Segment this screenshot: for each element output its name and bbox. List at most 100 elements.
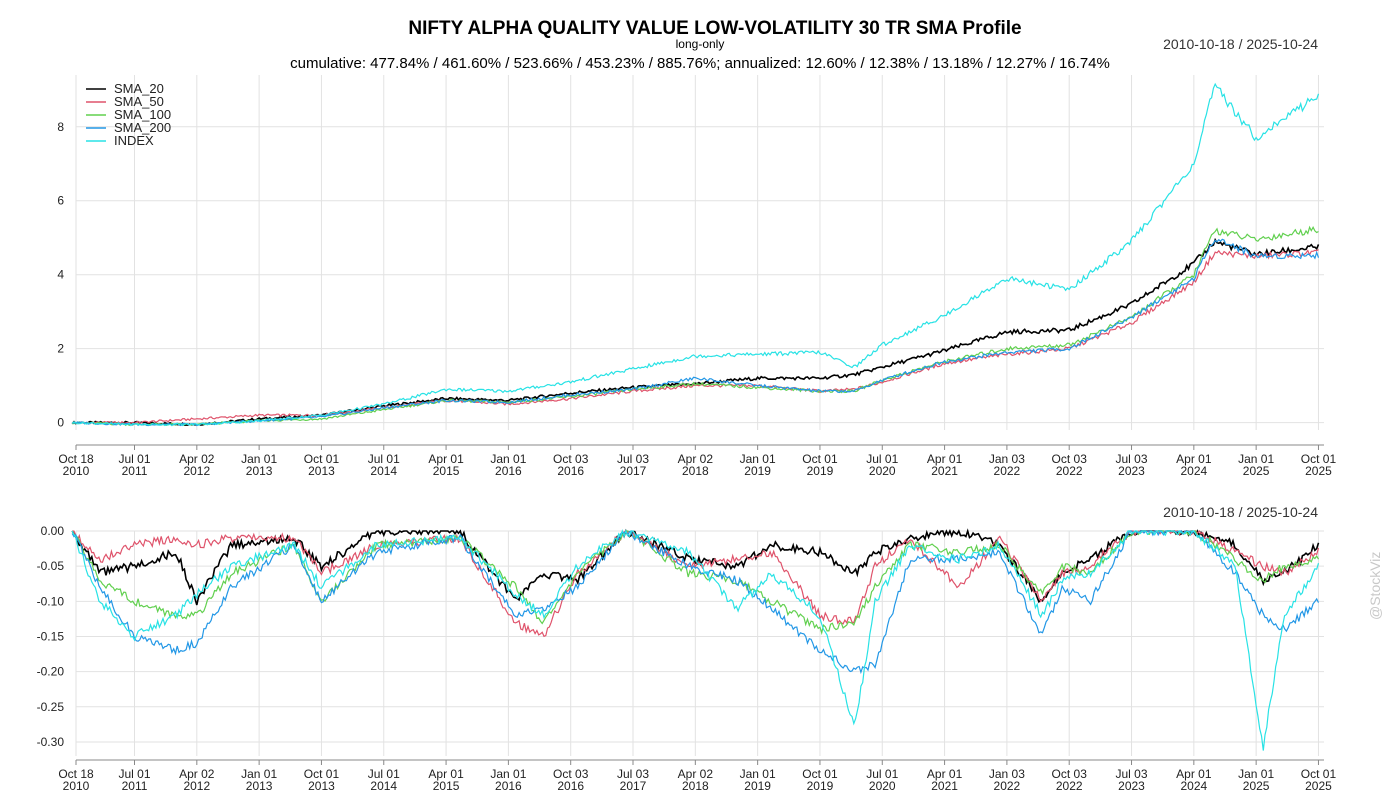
- x-tick-label: Jan 01: [740, 452, 776, 466]
- x-tick-label: Oct 03: [1052, 452, 1088, 466]
- y-tick-label: 0.00: [41, 524, 65, 538]
- x-tick-label-year: 2017: [620, 779, 647, 793]
- x-tick-label: Jul 03: [617, 767, 649, 781]
- y-tick-label: 2: [57, 342, 64, 356]
- x-tick-label: Apr 01: [428, 452, 464, 466]
- x-tick-label-year: 2011: [122, 464, 148, 478]
- series-line-index: [71, 82, 1320, 427]
- x-tick-label: Jan 01: [490, 767, 526, 781]
- x-tick-label-year: 2019: [744, 464, 771, 478]
- x-tick-label-year: 2017: [620, 464, 647, 478]
- x-tick-label-year: 2020: [869, 464, 896, 478]
- x-tick-label: Apr 01: [927, 452, 963, 466]
- x-tick-label: Oct 01: [1301, 767, 1337, 781]
- x-tick-label: Oct 01: [304, 767, 340, 781]
- x-tick-label-year: 2012: [183, 464, 210, 478]
- x-tick-label-year: 2014: [370, 779, 397, 793]
- legend-label-index: INDEX: [114, 133, 154, 148]
- x-tick-label-year: 2024: [1180, 464, 1207, 478]
- x-tick-label-year: 2015: [433, 779, 460, 793]
- x-tick-label-year: 2022: [1056, 779, 1083, 793]
- chart-subtitle: long-only: [675, 37, 725, 51]
- x-tick-label: Jul 01: [368, 767, 400, 781]
- series-line-index: [71, 528, 1320, 751]
- x-tick-label: Oct 01: [1301, 452, 1337, 466]
- series-line-sma_200: [72, 238, 1320, 427]
- y-tick-label: 0: [57, 416, 64, 430]
- x-tick-label: Apr 01: [1176, 452, 1212, 466]
- x-tick-label: Jul 03: [1116, 767, 1148, 781]
- x-tick-label-year: 2023: [1118, 464, 1145, 478]
- series-line-sma_20: [71, 237, 1320, 427]
- x-tick-label-year: 2015: [433, 464, 460, 478]
- x-tick-label: Oct 01: [304, 452, 340, 466]
- x-tick-label-year: 2019: [807, 779, 834, 793]
- x-tick-label: Jul 01: [866, 767, 898, 781]
- x-tick-label: Jan 01: [241, 767, 277, 781]
- x-tick-label: Jan 03: [989, 452, 1025, 466]
- x-tick-label-year: 2013: [246, 464, 273, 478]
- x-tick-label-year: 2025: [1305, 779, 1332, 793]
- y-tick-label: -0.05: [37, 559, 65, 573]
- x-tick-label-year: 2010: [63, 779, 90, 793]
- x-tick-label: Jul 01: [118, 452, 150, 466]
- y-tick-label: 6: [57, 194, 64, 208]
- legend-label-sma_100: SMA_100: [114, 107, 171, 122]
- x-tick-label: Oct 01: [802, 767, 838, 781]
- series-line-sma_50: [72, 529, 1320, 638]
- x-tick-label: Oct 03: [553, 767, 589, 781]
- x-tick-label: Apr 01: [428, 767, 464, 781]
- x-tick-label-year: 2025: [1243, 464, 1270, 478]
- x-tick-label: Apr 02: [678, 767, 714, 781]
- x-tick-label: Oct 18: [58, 452, 94, 466]
- x-tick-label-year: 2013: [308, 779, 335, 793]
- x-tick-label-year: 2018: [682, 779, 709, 793]
- x-tick-label: Oct 01: [802, 452, 838, 466]
- x-tick-label-year: 2013: [308, 464, 335, 478]
- y-tick-label: 8: [57, 120, 64, 134]
- x-tick-label: Jan 01: [1238, 767, 1274, 781]
- y-tick-label: -0.25: [37, 700, 65, 714]
- x-tick-label: Jan 03: [989, 767, 1025, 781]
- x-tick-label: Oct 18: [58, 767, 94, 781]
- y-tick-label: -0.20: [37, 665, 65, 679]
- x-tick-label: Apr 02: [678, 452, 714, 466]
- x-tick-label: Apr 01: [927, 767, 963, 781]
- x-tick-label-year: 2014: [370, 464, 397, 478]
- x-tick-label-year: 2022: [994, 779, 1021, 793]
- date-range-top: 2010-10-18 / 2025-10-24: [1163, 36, 1318, 52]
- x-tick-label: Jul 01: [118, 767, 150, 781]
- performance-stats: cumulative: 477.84% / 461.60% / 523.66% …: [290, 55, 1110, 72]
- chart-title: NIFTY ALPHA QUALITY VALUE LOW-VOLATILITY…: [408, 18, 1022, 39]
- x-tick-label-year: 2011: [122, 779, 148, 793]
- y-tick-label: -0.30: [37, 735, 65, 749]
- x-tick-label: Jan 01: [740, 767, 776, 781]
- x-tick-label: Jul 03: [1116, 452, 1148, 466]
- y-tick-label: 4: [57, 268, 64, 282]
- legend-label-sma_50: SMA_50: [114, 94, 164, 109]
- x-tick-label: Oct 03: [1052, 767, 1088, 781]
- x-tick-label: Apr 02: [179, 767, 215, 781]
- x-tick-label-year: 2016: [557, 464, 584, 478]
- x-tick-label-year: 2025: [1243, 779, 1270, 793]
- x-tick-label: Apr 02: [179, 452, 215, 466]
- x-tick-label-year: 2021: [931, 464, 958, 478]
- x-tick-label: Jan 01: [490, 452, 526, 466]
- x-tick-label-year: 2018: [682, 464, 709, 478]
- x-tick-label-year: 2020: [869, 779, 896, 793]
- x-tick-label-year: 2022: [1056, 464, 1083, 478]
- x-tick-label-year: 2012: [183, 779, 210, 793]
- series-line-sma_100: [71, 529, 1320, 636]
- x-tick-label: Apr 01: [1176, 767, 1212, 781]
- x-tick-label-year: 2025: [1305, 464, 1332, 478]
- x-tick-label-year: 2016: [557, 779, 584, 793]
- x-tick-label: Jul 01: [866, 452, 898, 466]
- x-tick-label: Jan 01: [1238, 452, 1274, 466]
- series-line-sma_100: [72, 225, 1319, 427]
- x-tick-label: Jul 01: [368, 452, 400, 466]
- x-tick-label-year: 2010: [63, 464, 90, 478]
- x-tick-label-year: 2019: [807, 464, 834, 478]
- x-tick-label-year: 2019: [744, 779, 771, 793]
- x-tick-label-year: 2016: [495, 464, 522, 478]
